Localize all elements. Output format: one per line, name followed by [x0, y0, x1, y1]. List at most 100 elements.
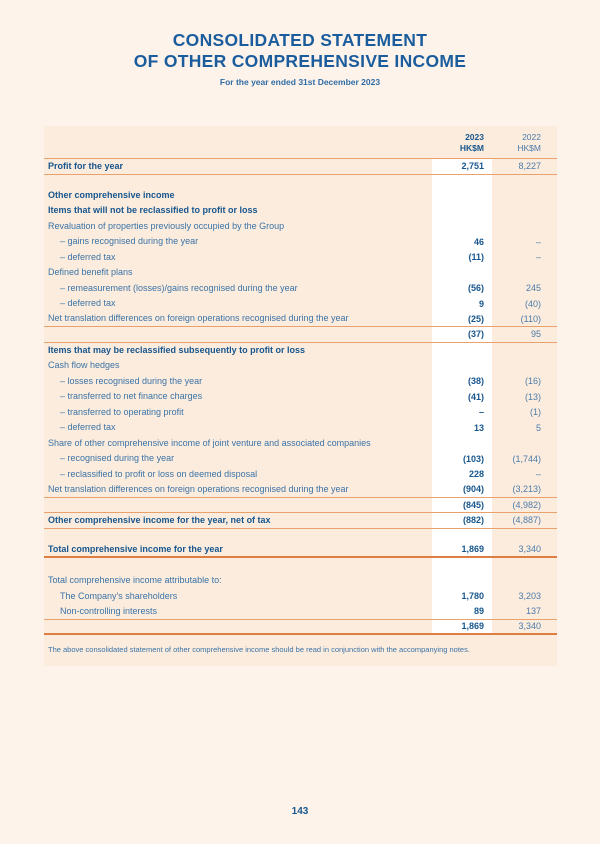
table-row: – transferred to operating profit – (1)	[44, 405, 557, 421]
row-label: – deferred tax	[60, 251, 116, 262]
column-headers: 2023 HK$M 2022 HK$M	[44, 126, 557, 160]
table-row: Non-controlling interests 89 137	[44, 604, 557, 620]
value-2022: (16)	[524, 376, 541, 387]
table-row: Total comprehensive income attributable …	[44, 573, 557, 589]
table-body: Profit for the year 2,751 8,227 Other compr…	[44, 159, 557, 636]
page-subtitle: For the year ended 31st December 2023	[219, 77, 381, 87]
value-2023: (103)	[462, 453, 484, 464]
value-2022: (4,887)	[512, 515, 541, 526]
page-title-line1: CONSOLIDATED STATEMENT	[172, 30, 428, 50]
value-2023: 1,780	[461, 591, 484, 602]
value-2023: 89	[473, 606, 484, 617]
page-title: CONSOLIDATED STATEMENT OF OTHER COMPREHE…	[0, 30, 600, 72]
table-row: – reclassified to profit or loss on deem…	[44, 467, 557, 483]
table-row: Items that may be reclassified subsequen…	[44, 343, 557, 359]
value-2023: (25)	[467, 313, 484, 324]
value-2022: 137	[525, 606, 541, 617]
table-row: Revaluation of properties previously occ…	[44, 219, 557, 235]
row-label: – deferred tax	[60, 422, 116, 433]
row-label: – transferred to operating profit	[60, 406, 184, 417]
column-header-2022: 2022 HK$M	[492, 132, 557, 154]
value-2022: –	[535, 236, 541, 247]
value-2023: 2,751	[461, 161, 484, 172]
table-row: Items that will not be reclassified to p…	[44, 203, 557, 219]
row-label: Items that may be reclassified subsequen…	[48, 344, 306, 355]
table-row: – recognised during the year (103) (1,744)	[44, 451, 557, 467]
value-2023: (38)	[467, 376, 484, 387]
value-2022: (1,744)	[512, 453, 541, 464]
table-row: – losses recognised during the year (38) (…	[44, 374, 557, 390]
page-number: 143	[291, 806, 309, 817]
row-label: Other comprehensive income for the year,…	[48, 514, 271, 525]
row-label: Other comprehensive income	[48, 189, 175, 200]
value-2023: 1,869	[461, 544, 484, 555]
value-2023: –	[478, 407, 484, 418]
value-2022: (3,213)	[512, 484, 541, 495]
table-row: The Company's shareholders 1,780 3,203	[44, 589, 557, 605]
row-label: Cash flow hedges	[48, 360, 120, 371]
value-2023: (56)	[467, 283, 484, 294]
row-label: The Company's shareholders	[60, 590, 178, 601]
row-label: – deferred tax	[60, 298, 116, 309]
row-label: – remeasurement (losses)/gains recognise…	[60, 282, 298, 293]
table-row: – deferred tax 13 5	[44, 420, 557, 436]
table-row: Net translation differences on foreign o…	[44, 312, 557, 328]
row-label: – losses recognised during the year	[60, 375, 203, 386]
value-2022: 3,340	[518, 621, 541, 632]
value-2022: (13)	[524, 391, 541, 402]
value-2023: 1,869	[461, 621, 484, 632]
row-label: Non-controlling interests	[60, 605, 158, 616]
value-2022: 8,227	[518, 161, 541, 172]
row-label: – transferred to net finance charges	[60, 391, 203, 402]
value-2022: (110)	[520, 313, 541, 324]
row-label: Revaluation of properties previously occ…	[48, 220, 285, 231]
value-2023: 46	[473, 236, 484, 247]
column-year-2022: 2022	[522, 132, 541, 142]
row-label: Profit for the year	[48, 160, 124, 171]
value-2023: 13	[473, 422, 484, 433]
value-2023: (904)	[462, 484, 484, 495]
value-2022: –	[535, 252, 541, 263]
row-label: Defined benefit plans	[48, 267, 133, 278]
value-2022: 245	[525, 283, 541, 294]
value-2023: 228	[468, 469, 484, 480]
value-2022: (4,982)	[512, 499, 541, 510]
row-label: – gains recognised during the year	[60, 236, 199, 247]
value-2022: 95	[530, 329, 541, 340]
row-label: Net translation differences on foreign o…	[48, 483, 349, 494]
column-unit-2023: HK$M	[459, 143, 484, 154]
page-title-line2: OF OTHER COMPREHENSIVE INCOME	[133, 51, 467, 71]
value-2023: (11)	[468, 252, 484, 263]
statement-panel: 2023 HK$M 2022 HK$M Profit for the year 2…	[44, 126, 557, 667]
row-label: – recognised during the year	[60, 453, 175, 464]
row-label: Net translation differences on foreign o…	[48, 313, 349, 324]
value-2023: (845)	[462, 499, 484, 510]
table-row: (845) (4,982)	[44, 498, 557, 514]
table-row: Profit for the year 2,751 8,227	[44, 159, 557, 175]
footnote: The above consolidated statement of othe…	[48, 645, 470, 655]
table-row: – remeasurement (losses)/gains recognise…	[44, 281, 557, 297]
table-row: Total comprehensive income for the year 1…	[44, 543, 557, 559]
row-label: – reclassified to profit or loss on deem…	[60, 468, 258, 479]
value-2022: 3,203	[518, 591, 541, 602]
row-label: Total comprehensive income for the year	[48, 543, 223, 554]
row-label: Total comprehensive income attributable …	[48, 575, 222, 586]
row-label: Share of other comprehensive income of j…	[48, 437, 371, 448]
table-row: Cash flow hedges	[44, 358, 557, 374]
table-row: – transferred to net finance charges (41)…	[44, 389, 557, 405]
column-header-2023: 2023 HK$M	[432, 132, 492, 154]
value-2023: (882)	[462, 515, 484, 526]
table-row: (37) 95	[44, 327, 557, 343]
table-row: – deferred tax 9 (40)	[44, 296, 557, 312]
row-label: Items that will not be reclassified to p…	[48, 205, 258, 216]
column-year-2023: 2023	[465, 132, 484, 142]
table-row: Other comprehensive income	[44, 188, 557, 204]
value-2023: (37)	[467, 329, 484, 340]
value-2022: 3,340	[518, 544, 541, 555]
current-year-highlight-stripe	[432, 159, 492, 636]
table-row: Defined benefit plans	[44, 265, 557, 281]
table-row: Net translation differences on foreign o…	[44, 482, 557, 498]
value-2023: 9	[478, 298, 484, 309]
table-row: Other comprehensive income for the year,…	[44, 513, 557, 529]
value-2023: (41)	[467, 391, 484, 402]
